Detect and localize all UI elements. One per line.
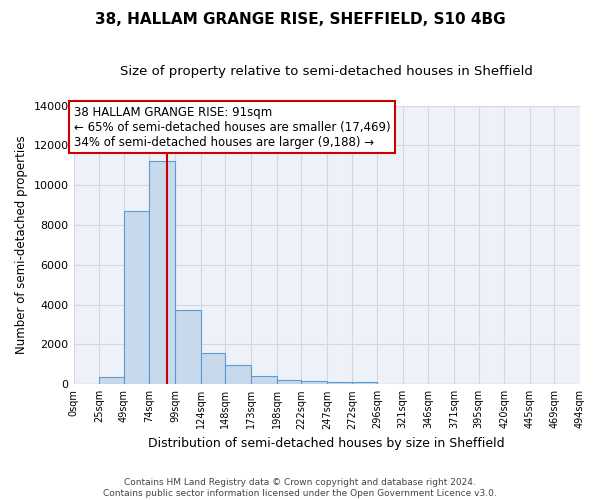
Text: 38, HALLAM GRANGE RISE, SHEFFIELD, S10 4BG: 38, HALLAM GRANGE RISE, SHEFFIELD, S10 4… bbox=[95, 12, 505, 28]
Title: Size of property relative to semi-detached houses in Sheffield: Size of property relative to semi-detach… bbox=[121, 65, 533, 78]
X-axis label: Distribution of semi-detached houses by size in Sheffield: Distribution of semi-detached houses by … bbox=[148, 437, 505, 450]
Bar bbox=[251, 376, 277, 384]
Bar bbox=[200, 354, 225, 384]
Text: Contains HM Land Registry data © Crown copyright and database right 2024.
Contai: Contains HM Land Registry data © Crown c… bbox=[103, 478, 497, 498]
Bar bbox=[352, 382, 377, 384]
Bar bbox=[277, 380, 301, 384]
Bar bbox=[175, 310, 200, 384]
Y-axis label: Number of semi-detached properties: Number of semi-detached properties bbox=[15, 136, 28, 354]
Bar bbox=[124, 211, 149, 384]
Bar bbox=[327, 382, 352, 384]
Text: 38 HALLAM GRANGE RISE: 91sqm
← 65% of semi-detached houses are smaller (17,469)
: 38 HALLAM GRANGE RISE: 91sqm ← 65% of se… bbox=[74, 106, 390, 148]
Bar bbox=[225, 366, 251, 384]
Bar bbox=[99, 378, 124, 384]
Bar bbox=[149, 162, 175, 384]
Bar bbox=[301, 382, 327, 384]
